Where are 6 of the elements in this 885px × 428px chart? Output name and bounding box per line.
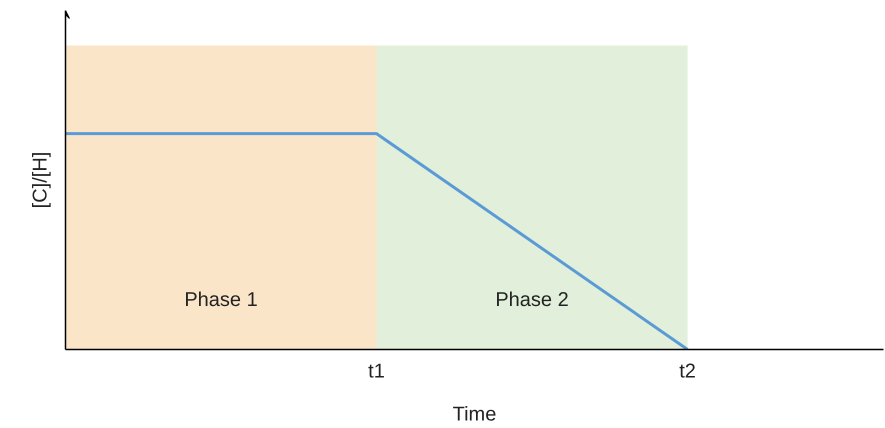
x-tick-label: t1 <box>368 360 385 382</box>
x-axis-title: Time <box>452 404 496 426</box>
series-label: Phase 1 <box>184 288 258 311</box>
y-axis-title: [C]/[H] <box>30 152 52 208</box>
x-tick-label: t2 <box>679 360 696 382</box>
series-label: Phase 2 <box>495 288 569 311</box>
